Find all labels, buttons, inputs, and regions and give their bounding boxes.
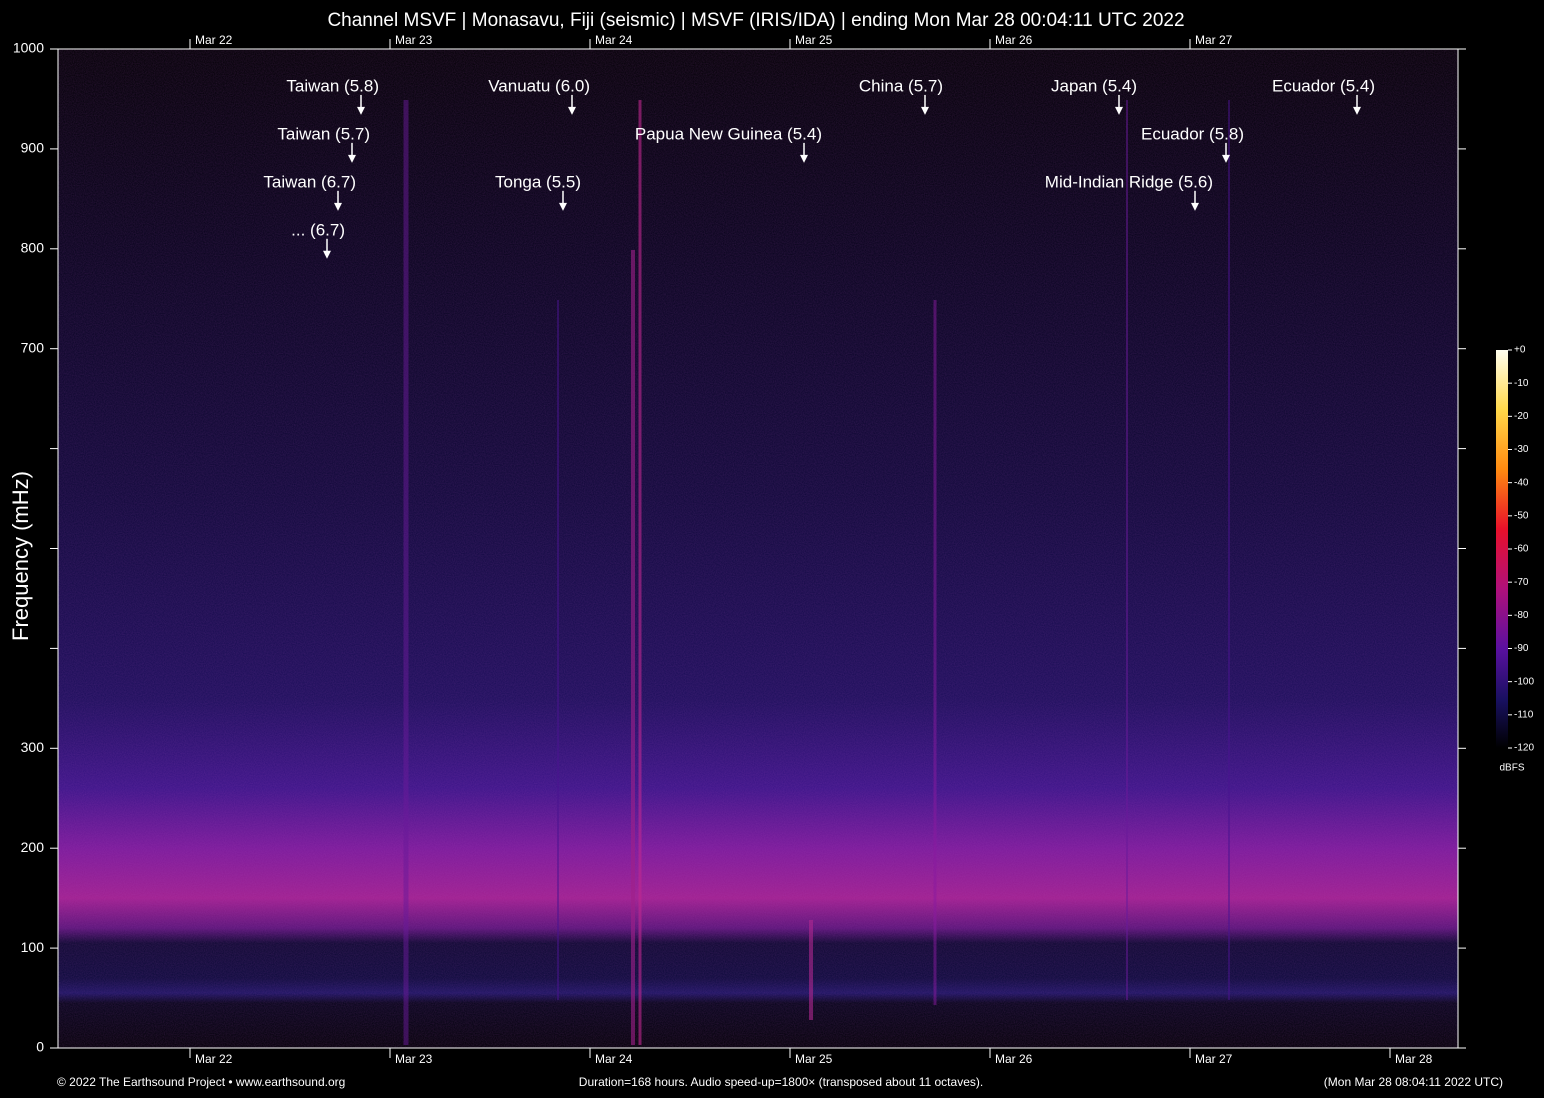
annotation-arrowhead: [1353, 106, 1361, 115]
footer-left: © 2022 The Earthsound Project • www.eart…: [57, 1075, 345, 1089]
x-tick-label-top: Mar 23: [395, 33, 433, 47]
footer-right: (Mon Mar 28 08:04:11 2022 UTC): [1324, 1075, 1503, 1089]
annotation-label: Ecuador (5.4): [1272, 76, 1375, 95]
x-tick-label-top: Mar 26: [995, 33, 1033, 47]
y-tick-label: 0: [36, 1039, 44, 1055]
x-tick-label: Mar 27: [1195, 1052, 1233, 1066]
colorbar-tick-label: -20: [1514, 411, 1529, 422]
y-tick-label: 700: [21, 339, 45, 355]
colorbar-tick-label: -90: [1514, 643, 1529, 654]
x-tick-label: Mar 28: [1395, 1052, 1433, 1066]
colorbar-tick-label: -70: [1514, 577, 1529, 588]
annotation-arrowhead: [323, 250, 331, 259]
x-tick-label-top: Mar 25: [795, 33, 833, 47]
annotation-label: Tonga (5.5): [495, 172, 581, 191]
annotation-label: Japan (5.4): [1051, 76, 1137, 95]
annotation-label: Taiwan (5.7): [277, 124, 370, 143]
annotation-arrowhead: [1222, 154, 1230, 163]
colorbar-tick-label: +0: [1514, 345, 1526, 356]
colorbar-tick-label: -10: [1514, 378, 1529, 389]
x-tick-label: Mar 24: [595, 1052, 633, 1066]
chart-title: Channel MSVF | Monasavu, Fiji (seismic) …: [327, 10, 1184, 31]
footer-center: Duration=168 hours. Audio speed-up=1800×…: [579, 1075, 983, 1089]
annotation-label: China (5.7): [859, 76, 943, 95]
colorbar-tick-label: -30: [1514, 444, 1529, 455]
annotation-arrowhead: [334, 202, 342, 211]
colorbar-tick-label: -60: [1514, 544, 1529, 555]
colorbar-tick-label: -40: [1514, 477, 1529, 488]
y-tick-label: 300: [21, 739, 45, 755]
x-tick-label-top: Mar 24: [595, 33, 633, 47]
annotation-label: Taiwan (6.7): [263, 172, 356, 191]
annotation-arrowhead: [1115, 106, 1123, 115]
annotation-arrowhead: [1191, 202, 1199, 211]
annotation-label: Ecuador (5.8): [1141, 124, 1244, 143]
annotation-arrowhead: [800, 154, 808, 163]
colorbar-tick-label: -100: [1514, 676, 1534, 687]
x-tick-label: Mar 25: [795, 1052, 833, 1066]
y-tick-label: 800: [21, 240, 45, 256]
y-tick-label: 200: [21, 839, 45, 855]
colorbar-label: dBFS: [1499, 763, 1524, 774]
spectrogram-noise: [58, 49, 1458, 1048]
annotation-label: Papua New Guinea (5.4): [635, 124, 822, 143]
annotation-label: Mid-Indian Ridge (5.6): [1045, 172, 1213, 191]
colorbar-tick-label: -50: [1514, 510, 1529, 521]
x-tick-label: Mar 23: [395, 1052, 433, 1066]
annotation-label: ... (6.7): [291, 220, 345, 239]
y-axis-label: Frequency (mHz): [8, 471, 33, 641]
colorbar-tick-label: -120: [1514, 743, 1534, 754]
y-tick-label: 900: [21, 140, 45, 156]
event-streaks: [403, 100, 1230, 1045]
annotation-label: Taiwan (5.8): [286, 76, 379, 95]
x-tick-label: Mar 22: [195, 1052, 233, 1066]
colorbar-tick-label: -110: [1514, 709, 1534, 720]
annotation-label: Vanuatu (6.0): [488, 76, 590, 95]
annotation-arrowhead: [348, 154, 356, 163]
annotation-arrowhead: [559, 202, 567, 211]
x-tick-label: Mar 26: [995, 1052, 1033, 1066]
y-tick-label: 100: [21, 939, 45, 955]
colorbar-tick-label: -80: [1514, 610, 1529, 621]
annotation-arrowhead: [921, 106, 929, 115]
annotation-arrowhead: [568, 106, 576, 115]
x-tick-label-top: Mar 22: [195, 33, 233, 47]
x-tick-label-top: Mar 27: [1195, 33, 1233, 47]
annotation-arrowhead: [357, 106, 365, 115]
y-tick-label: 1000: [13, 40, 44, 56]
colorbar: [1496, 350, 1508, 748]
